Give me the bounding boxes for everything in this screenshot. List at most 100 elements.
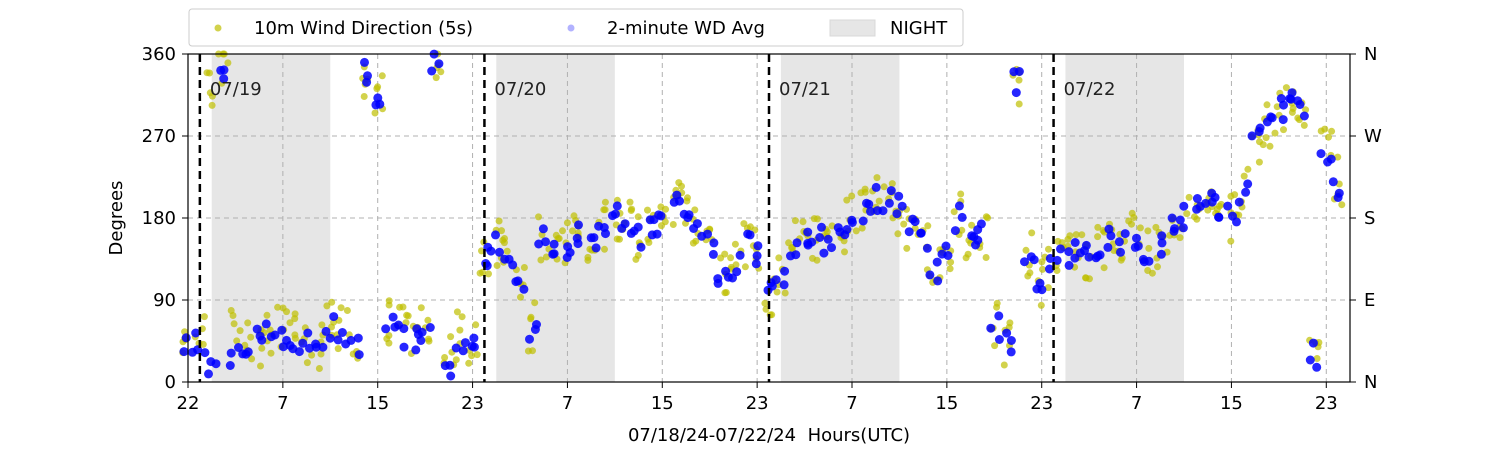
avg-point	[1328, 177, 1338, 187]
avg-point	[847, 215, 857, 225]
wind-point	[1037, 301, 1045, 309]
avg-point	[504, 254, 514, 264]
avg-point	[278, 342, 288, 352]
y-tick-label: 360	[142, 44, 176, 65]
avg-point	[411, 345, 421, 355]
avg-point	[932, 257, 942, 267]
avg-point	[684, 210, 694, 220]
wind-point	[1185, 193, 1193, 201]
avg-point	[346, 335, 356, 345]
avg-point	[1032, 284, 1042, 294]
avg-point	[652, 229, 662, 239]
avg-point	[786, 251, 795, 261]
wind-point	[267, 349, 275, 357]
wind-point	[775, 254, 783, 262]
avg-point	[252, 324, 262, 334]
avg-point	[1006, 347, 1016, 357]
wind-point	[476, 269, 484, 277]
avg-point	[1120, 229, 1130, 239]
wind-point	[527, 315, 535, 323]
wind-point	[1289, 105, 1297, 112]
avg-point	[532, 320, 541, 329]
wind-point	[404, 312, 412, 320]
wind-point	[227, 307, 235, 314]
avg-point	[486, 246, 496, 256]
wind-point	[911, 224, 919, 232]
wind-point	[199, 340, 207, 348]
wind-point	[206, 69, 213, 77]
wind-point	[1130, 214, 1138, 221]
avg-point	[1308, 338, 1318, 348]
wind-point	[233, 337, 241, 345]
avg-point	[904, 227, 914, 237]
avg-point	[708, 249, 718, 259]
wind-point	[283, 308, 290, 316]
avg-point	[225, 361, 235, 370]
wind-point	[248, 355, 256, 363]
avg-point	[973, 225, 983, 235]
avg-point	[1214, 212, 1224, 222]
avg-point	[703, 229, 712, 239]
wind-point	[424, 316, 432, 324]
wind-point	[1334, 153, 1342, 161]
wind-point	[258, 344, 266, 352]
x-tick-label: 7	[846, 393, 857, 414]
wind-point	[873, 174, 881, 182]
wind-point	[1000, 361, 1008, 369]
avg-point	[204, 369, 213, 379]
avg-point	[216, 65, 226, 75]
avg-point	[1192, 194, 1202, 203]
avg-point	[1157, 231, 1167, 241]
avg-point	[1106, 231, 1116, 241]
avg-point	[491, 230, 500, 240]
avg-point	[388, 312, 398, 322]
wind-point	[722, 289, 730, 296]
x-tick-label: 23	[1315, 393, 1338, 414]
avg-point	[910, 217, 920, 227]
avg-point	[458, 346, 468, 356]
wind-point	[982, 213, 990, 221]
avg-point	[1045, 264, 1054, 274]
avg-point	[941, 241, 951, 251]
wind-point	[584, 256, 592, 264]
avg-point	[1234, 197, 1244, 207]
avg-point	[1241, 187, 1251, 197]
wind-point	[1015, 100, 1023, 108]
y-tick-label: 0	[165, 372, 176, 393]
wind-point	[1078, 231, 1086, 239]
avg-point	[525, 334, 534, 344]
avg-point	[871, 182, 881, 192]
wind-point	[858, 224, 866, 232]
avg-point	[1247, 131, 1257, 141]
avg-point	[495, 247, 504, 257]
avg-point	[325, 333, 335, 343]
wind-point	[1244, 165, 1252, 173]
avg-point	[589, 233, 599, 243]
wind-point	[555, 235, 563, 242]
avg-point	[780, 266, 790, 276]
avg-point	[957, 212, 967, 222]
avg-point	[994, 335, 1004, 344]
avg-point	[1009, 67, 1019, 77]
wind-point	[447, 333, 455, 341]
avg-point	[986, 323, 996, 333]
avg-point	[752, 251, 762, 261]
avg-point	[732, 267, 742, 277]
avg-point	[381, 324, 391, 334]
wind-point	[691, 206, 699, 214]
avg-point	[792, 238, 802, 248]
avg-point	[1095, 250, 1105, 260]
avg-point	[337, 328, 347, 337]
legend-frame	[188, 8, 964, 47]
wind-point	[1045, 245, 1052, 253]
wind-point	[323, 302, 331, 310]
wind-point	[563, 219, 571, 227]
avg-point	[779, 280, 789, 290]
wind-point	[291, 315, 299, 323]
avg-point	[950, 226, 960, 236]
avg-point	[1210, 192, 1220, 202]
wind-point	[888, 180, 896, 188]
avg-point	[1305, 355, 1315, 365]
wind-point	[1271, 129, 1279, 137]
avg-point	[1116, 247, 1125, 257]
